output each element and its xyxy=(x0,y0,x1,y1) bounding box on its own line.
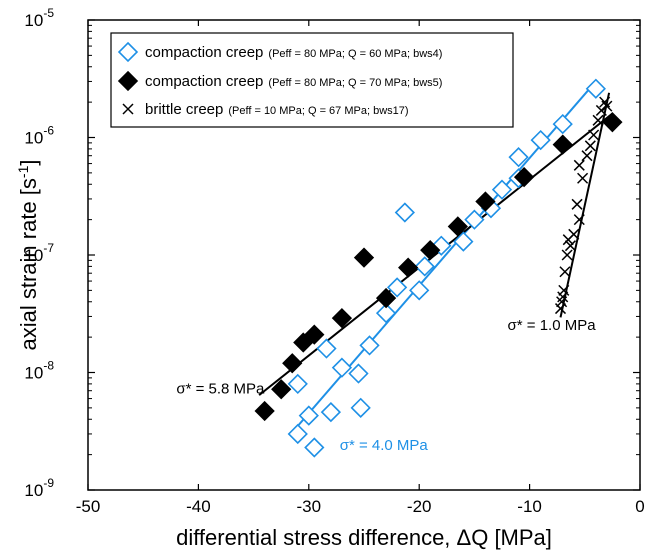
data-point xyxy=(282,353,303,374)
data-point xyxy=(568,228,580,240)
legend-entry: compaction creep (Peff = 80 MPa; Q = 70 M… xyxy=(145,73,442,90)
legend: compaction creep (Peff = 80 MPa; Q = 60 M… xyxy=(110,32,514,128)
data-point xyxy=(359,335,380,356)
legend-entry: compaction creep (Peff = 80 MPa; Q = 60 M… xyxy=(145,44,442,61)
data-point xyxy=(602,112,623,133)
y-tick-label: 10-9 xyxy=(24,476,54,500)
data-point xyxy=(530,129,551,151)
data-point xyxy=(386,277,408,298)
data-point xyxy=(398,257,419,278)
data-point xyxy=(552,113,573,135)
data-point xyxy=(316,338,337,359)
data-point xyxy=(592,114,604,126)
x-axis: -50 -40 -30 -20 -10 0 xyxy=(76,20,645,516)
data-point xyxy=(581,150,593,162)
data-point xyxy=(513,166,535,188)
data-point xyxy=(559,266,571,278)
data-point xyxy=(117,70,139,92)
data-point xyxy=(573,159,585,171)
y-axis-title: axial strain rate [s-1] xyxy=(15,160,41,351)
data-point xyxy=(117,41,139,63)
data-point xyxy=(271,379,292,400)
data-point xyxy=(331,308,353,329)
annotation-label: σ* = 1.0 MPa xyxy=(508,317,597,334)
data-point xyxy=(447,216,468,237)
data-point xyxy=(254,400,275,422)
data-point xyxy=(122,103,134,115)
data-points xyxy=(254,78,623,458)
y-tick-label: 10-6 xyxy=(24,124,54,148)
data-point xyxy=(409,280,430,301)
x-tick-label: -20 xyxy=(407,497,432,516)
data-point xyxy=(601,100,613,112)
y-tick-label: 10-7 xyxy=(24,241,54,265)
data-point xyxy=(414,256,435,277)
data-point xyxy=(464,209,485,230)
legend-box xyxy=(110,32,514,128)
data-point xyxy=(585,78,606,99)
data-point xyxy=(558,284,570,296)
data-point xyxy=(595,104,607,116)
data-point xyxy=(584,140,596,152)
y-tick-label: 10-8 xyxy=(24,359,54,383)
data-point xyxy=(350,397,371,419)
annotation-label: σ* = 4.0 MPa xyxy=(340,437,429,454)
data-point xyxy=(508,147,529,168)
data-point xyxy=(475,191,496,212)
x-tick-label: -30 xyxy=(297,497,322,516)
x-tick-label: -40 xyxy=(186,497,211,516)
data-point xyxy=(353,247,375,268)
x-tick-label: 0 xyxy=(635,497,644,516)
x-tick-label: -10 xyxy=(517,497,542,516)
data-point xyxy=(375,287,397,309)
fit-line xyxy=(559,92,611,318)
data-point xyxy=(453,231,474,252)
data-point xyxy=(491,179,513,200)
data-point xyxy=(552,134,573,155)
data-point xyxy=(577,172,589,184)
data-point xyxy=(287,423,308,445)
x-axis-title: differential stress difference, ΔQ [MPa] xyxy=(176,525,552,550)
data-point xyxy=(304,437,325,458)
data-point xyxy=(320,401,342,423)
data-point xyxy=(287,373,308,395)
annotations: σ* = 5.8 MPa σ* = 4.0 MPa σ* = 1.0 MPa xyxy=(176,317,596,454)
data-point xyxy=(348,363,369,384)
data-point xyxy=(561,249,573,261)
data-point xyxy=(394,202,415,223)
y-axis: 10-9 10-8 10-7 10-6 10-5 xyxy=(24,6,640,500)
data-point xyxy=(331,357,353,378)
data-point xyxy=(588,129,600,141)
data-point xyxy=(573,214,585,226)
data-point xyxy=(420,240,441,261)
legend-entry: brittle creep (Peff = 10 MPa; Q = 67 MPa;… xyxy=(145,101,409,118)
y-tick-label: 10-5 xyxy=(24,6,54,30)
annotation-label: σ* = 5.8 MPa xyxy=(176,381,265,398)
data-point xyxy=(564,240,576,252)
data-point xyxy=(375,303,397,324)
x-tick-label: -50 xyxy=(76,497,101,516)
data-point xyxy=(298,405,319,426)
data-point xyxy=(571,198,583,210)
data-point xyxy=(304,324,325,345)
